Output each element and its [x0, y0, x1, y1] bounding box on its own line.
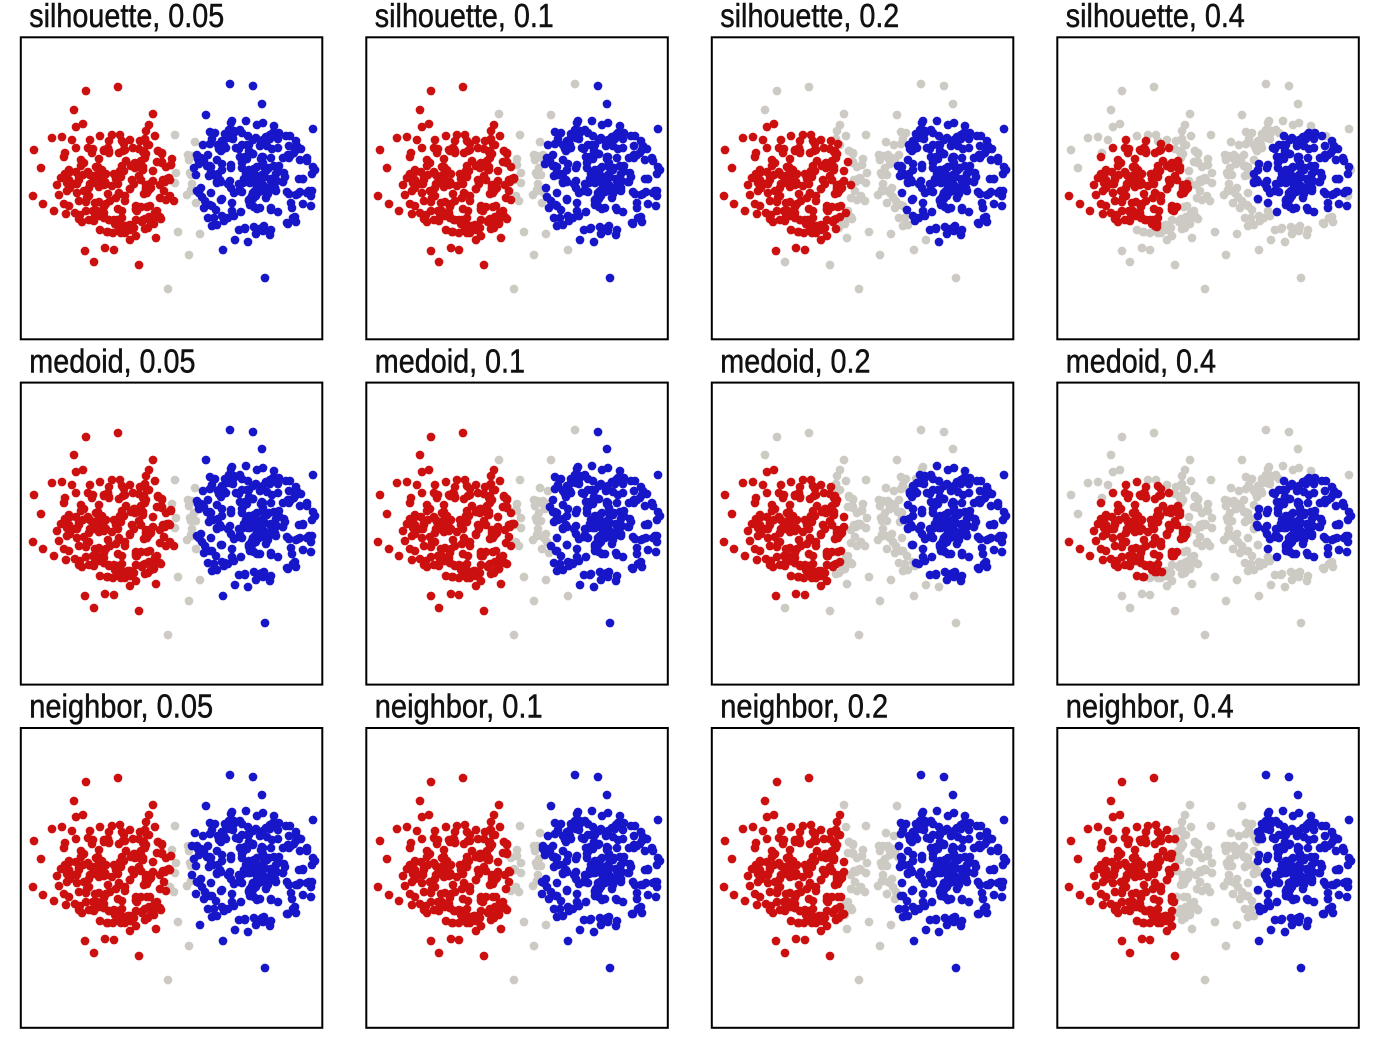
svg-text:silhouette, 0.1: silhouette, 0.1	[375, 0, 554, 34]
svg-text:medoid, 0.4: medoid, 0.4	[1066, 342, 1216, 379]
svg-text:silhouette, 0.2: silhouette, 0.2	[720, 0, 899, 34]
svg-text:silhouette, 0.4: silhouette, 0.4	[1066, 0, 1245, 34]
svg-text:neighbor, 0.1: neighbor, 0.1	[375, 688, 543, 725]
svg-text:silhouette, 0.05: silhouette, 0.05	[29, 0, 224, 34]
svg-text:medoid, 0.2: medoid, 0.2	[720, 342, 870, 379]
svg-text:medoid, 0.1: medoid, 0.1	[375, 342, 525, 379]
svg-text:neighbor, 0.05: neighbor, 0.05	[29, 688, 213, 725]
svg-text:medoid, 0.05: medoid, 0.05	[29, 342, 195, 379]
